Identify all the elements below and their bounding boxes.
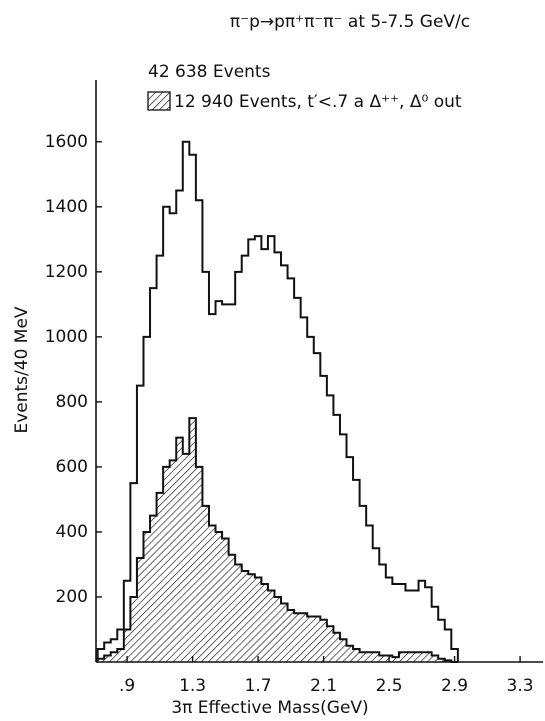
histogram-bar: [130, 596, 137, 662]
histogram-bar: [353, 648, 360, 662]
histogram-bar: [386, 577, 393, 662]
histogram-bar: [241, 570, 249, 662]
histogram-bar: [150, 515, 157, 662]
y-axis-label: Events/40 MeV: [12, 306, 32, 433]
histogram-bar: [399, 584, 406, 662]
y-tick-label: 1600: [45, 132, 88, 152]
histogram-bar: [366, 652, 373, 662]
histogram-bar: [294, 613, 301, 662]
x-axis-label: 3π Effective Mass(GeV): [171, 698, 368, 718]
legend-entry: 12 940 Events, t′<.7 a Δ⁺⁺, Δ⁰ out: [174, 92, 462, 112]
histogram-bar: [313, 616, 321, 662]
legend-entry: 42 638 Events: [148, 62, 271, 82]
histogram-outline: [96, 417, 458, 663]
histogram-bar: [425, 652, 432, 662]
legend-swatch: [147, 91, 171, 111]
histogram-bar: [182, 453, 190, 662]
histogram-bar: [222, 538, 229, 662]
histogram-bar: [274, 596, 282, 662]
histogram-outline: [96, 140, 459, 662]
histogram-bar: [294, 298, 301, 662]
histogram-bar: [307, 616, 314, 662]
histogram-bar: [235, 564, 242, 662]
histogram-bar: [405, 652, 413, 662]
histogram-bar: [117, 648, 124, 662]
y-tick-label: 400: [56, 522, 88, 542]
histogram-bar: [419, 581, 426, 662]
histogram-bar: [379, 564, 386, 662]
histogram-bar: [169, 460, 177, 662]
histogram-bar: [189, 418, 196, 662]
histogram-bar: [104, 655, 111, 662]
histogram-bar: [360, 506, 367, 662]
histogram-bar: [300, 613, 308, 662]
histogram-bar: [261, 583, 268, 662]
histogram-bar: [176, 437, 183, 662]
histogram-bar: [123, 629, 131, 662]
histogram-bar: [228, 554, 236, 662]
histogram-bar: [347, 457, 354, 662]
histogram-bar: [97, 658, 105, 662]
x-tick-label: 2.5: [376, 676, 403, 696]
histogram-bar: [340, 434, 347, 662]
histogram-bar: [156, 492, 164, 662]
x-tick-label: 2.9: [441, 676, 468, 696]
x-tick-label: 3.3: [507, 676, 534, 696]
histogram-bar: [385, 655, 393, 662]
histogram-bar: [287, 609, 295, 662]
histogram-bar: [431, 655, 439, 662]
histogram-bar: [110, 652, 118, 662]
histogram-bar: [333, 632, 340, 662]
histogram-bar: [281, 603, 288, 662]
y-tick-label: 1200: [45, 262, 88, 282]
histogram-bar: [398, 652, 406, 662]
histogram-bar: [359, 652, 367, 662]
histogram-bar: [248, 574, 255, 662]
y-tick-label: 1400: [45, 197, 88, 217]
histogram-bar: [372, 652, 380, 662]
histogram-bar: [379, 655, 386, 662]
histogram-bar: [326, 626, 334, 662]
y-tick-label: 200: [56, 587, 88, 607]
histogram-bar: [208, 525, 216, 662]
histogram-bar: [339, 639, 347, 662]
x-tick-label: 1.3: [179, 676, 206, 696]
histogram-bar: [418, 652, 426, 662]
histogram-bar: [202, 505, 209, 662]
histogram-bar: [333, 415, 340, 662]
x-tick-label: 2.1: [310, 676, 337, 696]
histogram-bar: [353, 480, 360, 662]
y-tick-label: 600: [56, 457, 88, 477]
histogram-bar: [392, 657, 399, 662]
histogram-bar: [301, 317, 308, 662]
histogram-bar: [136, 557, 144, 662]
chart-title: π⁻p→pπ⁺π⁻π⁻ at 5-7.5 GeV/c: [230, 12, 470, 32]
histogram-bar: [215, 531, 223, 662]
histogram-bar: [392, 584, 399, 662]
y-tick-label: 800: [56, 392, 88, 412]
x-tick-label: .9: [119, 676, 135, 696]
histogram-bar: [346, 645, 354, 662]
histogram-bar: [320, 619, 327, 662]
histogram-bar: [195, 466, 203, 662]
histogram-bar: [163, 466, 170, 662]
histogram-bar: [254, 577, 262, 662]
y-tick-label: 1000: [45, 327, 88, 347]
x-tick-label: 1.7: [245, 676, 272, 696]
histogram-bar: [143, 531, 151, 662]
histogram-bar: [438, 658, 445, 662]
histogram-bar: [267, 590, 275, 662]
histogram-bar: [412, 652, 419, 662]
